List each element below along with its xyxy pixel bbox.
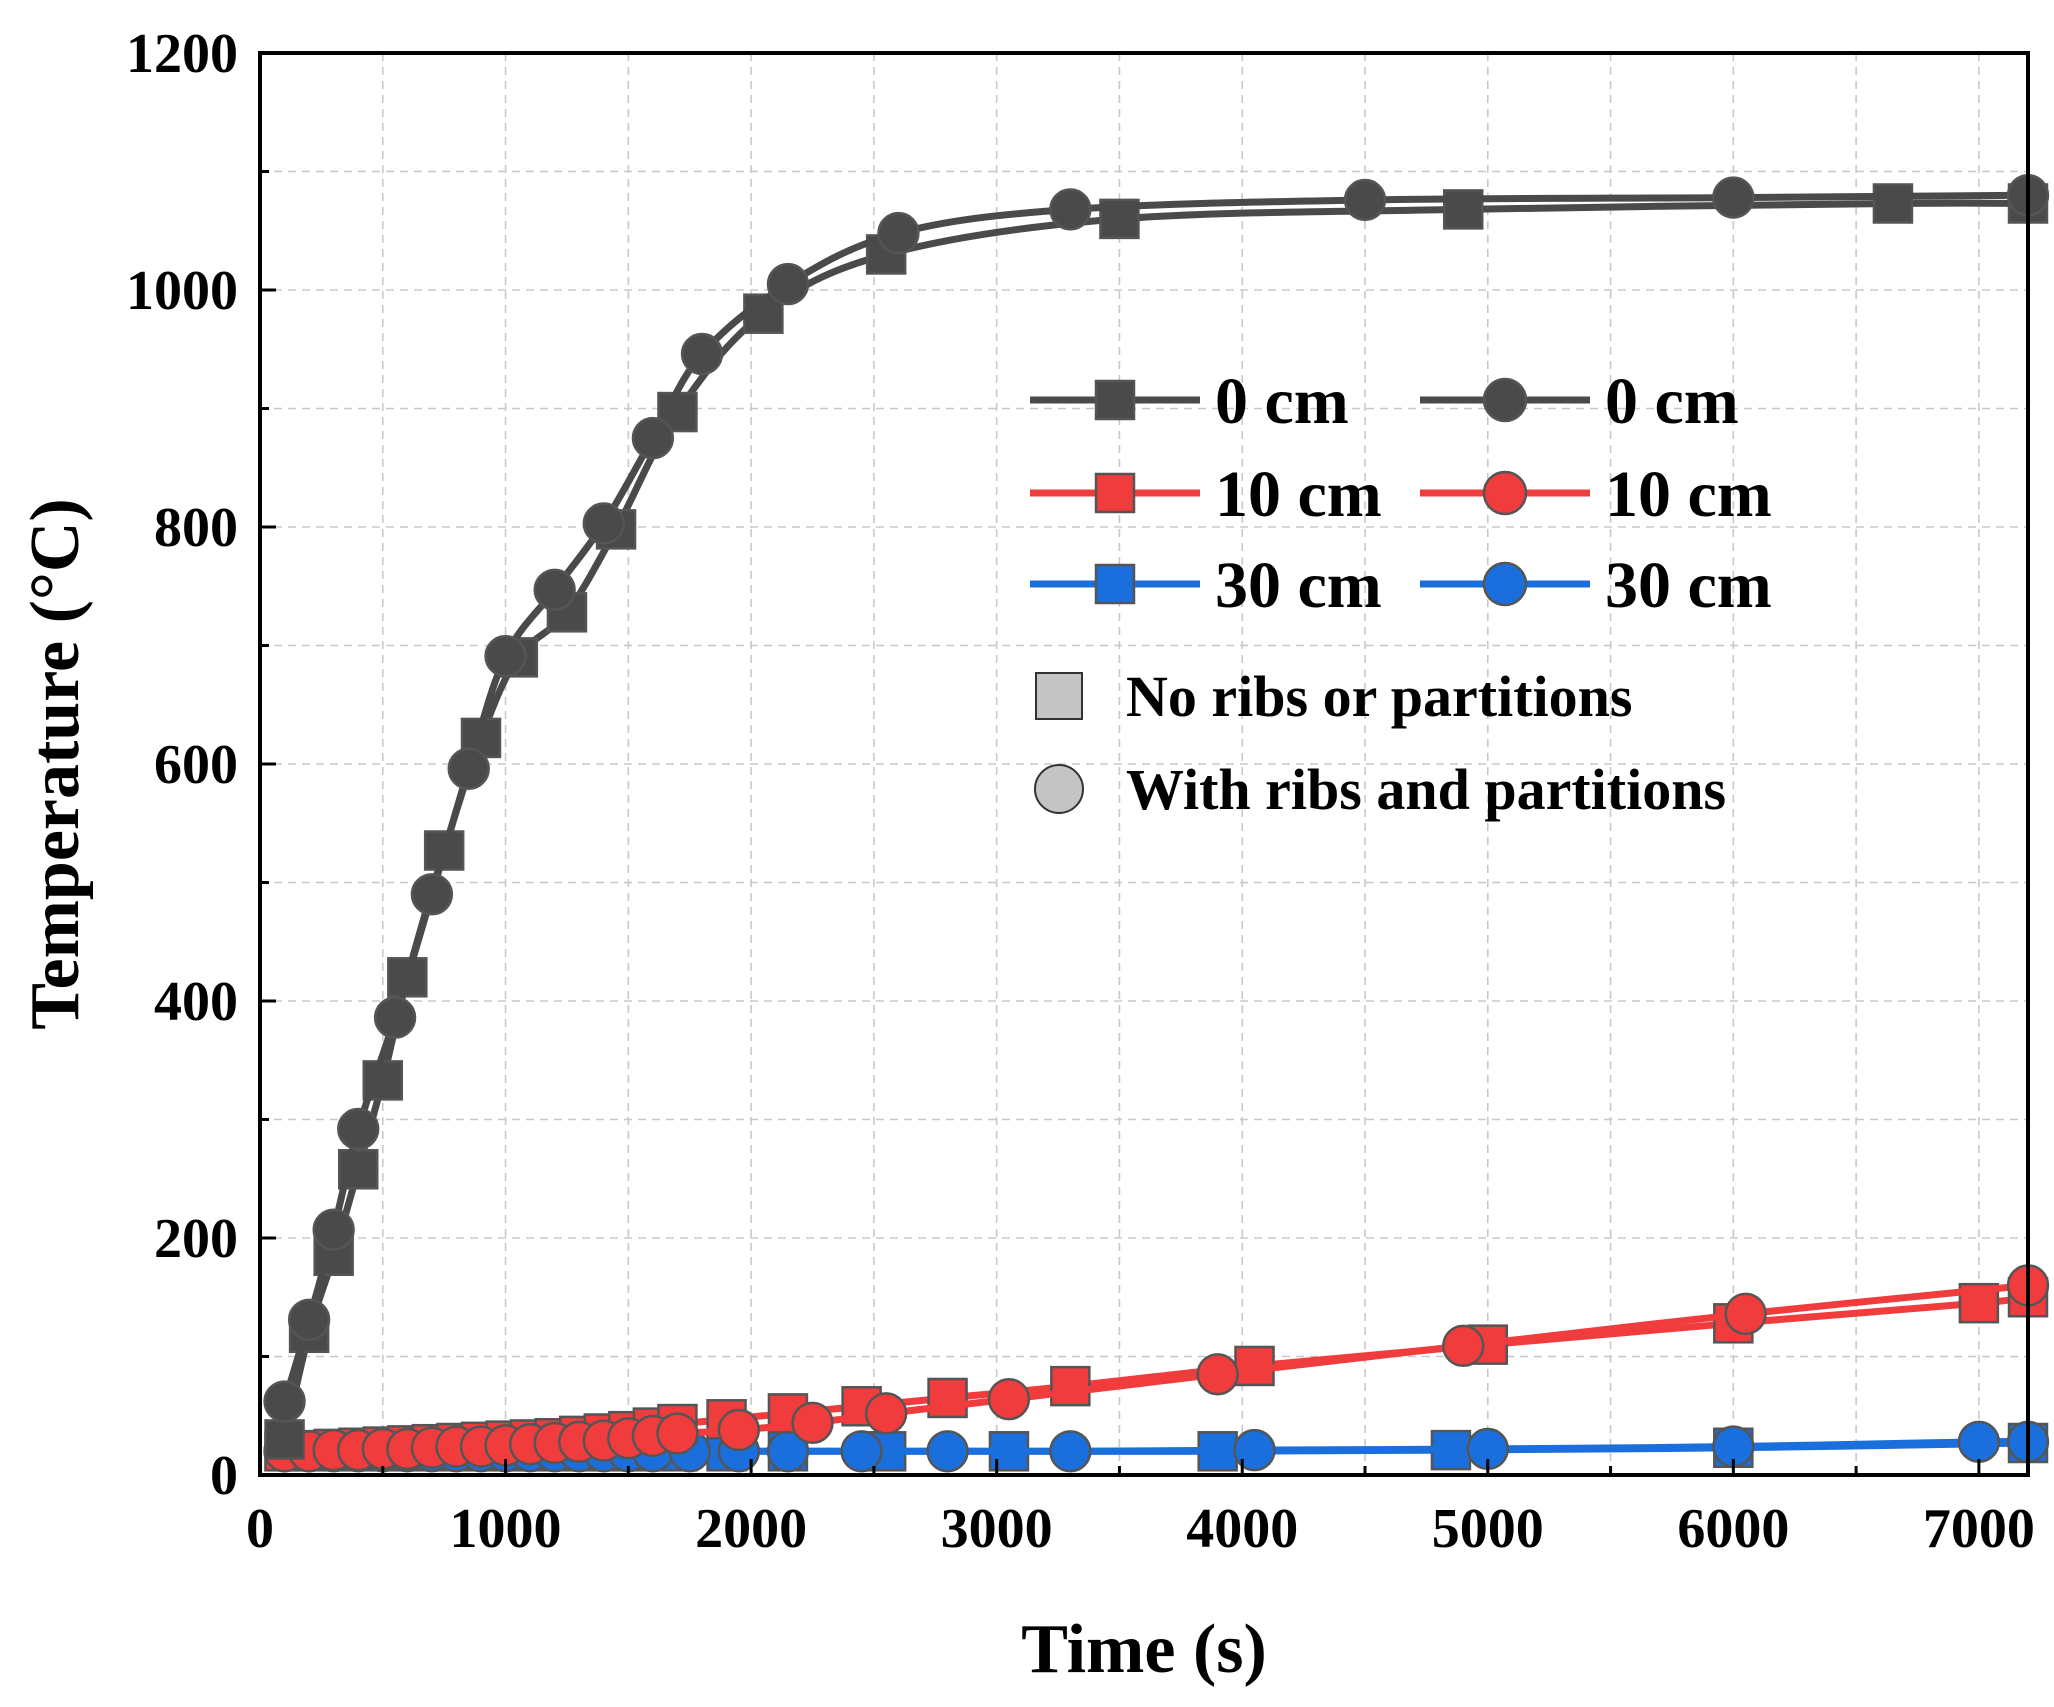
data-point-circle: [987, 1377, 1031, 1421]
data-point-circle: [1049, 188, 1092, 231]
y-tick-label: 200: [154, 1208, 238, 1270]
data-point-square: [1872, 183, 1914, 224]
data-point-circle: [1442, 1324, 1485, 1368]
x-tick-label: 3000: [941, 1498, 1053, 1560]
data-point-circle: [631, 416, 675, 460]
data-point-circle: [582, 502, 625, 545]
legend-circle-marker: [1482, 561, 1528, 607]
data-point-circle: [447, 747, 490, 790]
data-point-circle: [1233, 1428, 1276, 1472]
legend-label: 30 cm: [1605, 549, 1772, 622]
legend-key-circle: [1034, 764, 1084, 814]
y-tick-label: 600: [154, 734, 238, 796]
data-point-circle: [926, 1430, 969, 1473]
legend-row: 10 cm 10 cm: [1030, 458, 1772, 531]
legend-label: 30 cm: [1215, 549, 1382, 622]
legend-circle-marker: [1482, 470, 1528, 516]
legend-label: 10 cm: [1215, 458, 1382, 531]
data-point-circle: [680, 332, 724, 376]
data-point-circle: [864, 1392, 908, 1435]
data-point-circle: [656, 1412, 699, 1455]
data-point-circle: [287, 1298, 331, 1341]
x-tick-label: 5000: [1432, 1498, 1544, 1560]
y-axis-title: Temperature (°C): [17, 498, 94, 1030]
data-point-circle: [1957, 1420, 2001, 1464]
grid-lines: [260, 53, 2028, 1475]
axis-ticks: 0 1000 2000 3000 4000 5000 6000 7000 0 200 400 600 8…: [126, 23, 2035, 1560]
series-10cm-circle: [263, 1264, 2050, 1473]
legend-key: No ribs or partitions: [1035, 664, 1632, 729]
legend-square-marker: [1094, 472, 1136, 514]
data-point-circle: [410, 873, 454, 916]
y-tick-label: 1000: [126, 260, 238, 322]
data-point-circle: [766, 262, 810, 306]
data-point-circle: [1049, 1430, 1092, 1473]
legend-square-marker: [1094, 379, 1136, 421]
x-tick-label: 7000: [1923, 1498, 2035, 1560]
data-point-square: [264, 1419, 305, 1460]
data-point-circle: [337, 1107, 380, 1151]
legend-key-square: [1035, 672, 1083, 720]
y-tick-label: 800: [154, 497, 238, 559]
data-point-circle: [263, 1380, 306, 1423]
data-point-square: [1050, 1365, 1091, 1407]
legend-square-marker: [1094, 563, 1136, 605]
data-point-circle: [1712, 176, 1755, 219]
data-point-circle: [1196, 1353, 1239, 1396]
legend-key-label: No ribs or partitions: [1126, 664, 1632, 729]
legend: 0 cm 0 cm 10 cm 10 cm 30 cm 30 cm No ribs or p…: [1030, 365, 1772, 822]
legend-row: 30 cm 30 cm: [1030, 549, 1772, 622]
data-point-circle: [312, 1208, 355, 1251]
data-point-circle: [877, 211, 920, 255]
x-tick-label: 1000: [450, 1498, 562, 1560]
x-tick-label: 6000: [1677, 1498, 1789, 1560]
y-tick-label: 0: [210, 1445, 238, 1507]
data-point-circle: [484, 634, 527, 678]
legend-circle-marker: [1482, 377, 1528, 423]
data-point-circle: [1724, 1292, 1767, 1336]
y-tick-label: 400: [154, 971, 238, 1033]
data-point-circle: [791, 1401, 834, 1445]
series-layer: [263, 174, 2050, 1473]
x-tick-label: 2000: [695, 1498, 807, 1560]
legend-label: 0 cm: [1215, 365, 1349, 438]
data-point-circle: [717, 1408, 761, 1452]
data-point-circle: [533, 568, 576, 612]
data-point-circle: [373, 996, 417, 1039]
data-point-circle: [1343, 178, 1387, 222]
x-tick-label: 0: [246, 1498, 274, 1560]
y-tick-label: 1200: [126, 23, 238, 85]
x-tick-label: 4000: [1186, 1498, 1298, 1560]
x-axis-title: Time (s): [1021, 1611, 1267, 1688]
series-0cm-circle: [263, 174, 2050, 1423]
legend-label: 10 cm: [1605, 458, 1772, 531]
legend-row: 0 cm 0 cm: [1030, 365, 1739, 438]
data-point-circle: [840, 1430, 883, 1473]
legend-key: With ribs and partitions: [1034, 757, 1726, 822]
legend-key-label: With ribs and partitions: [1126, 757, 1726, 822]
legend-label: 0 cm: [1605, 365, 1739, 438]
